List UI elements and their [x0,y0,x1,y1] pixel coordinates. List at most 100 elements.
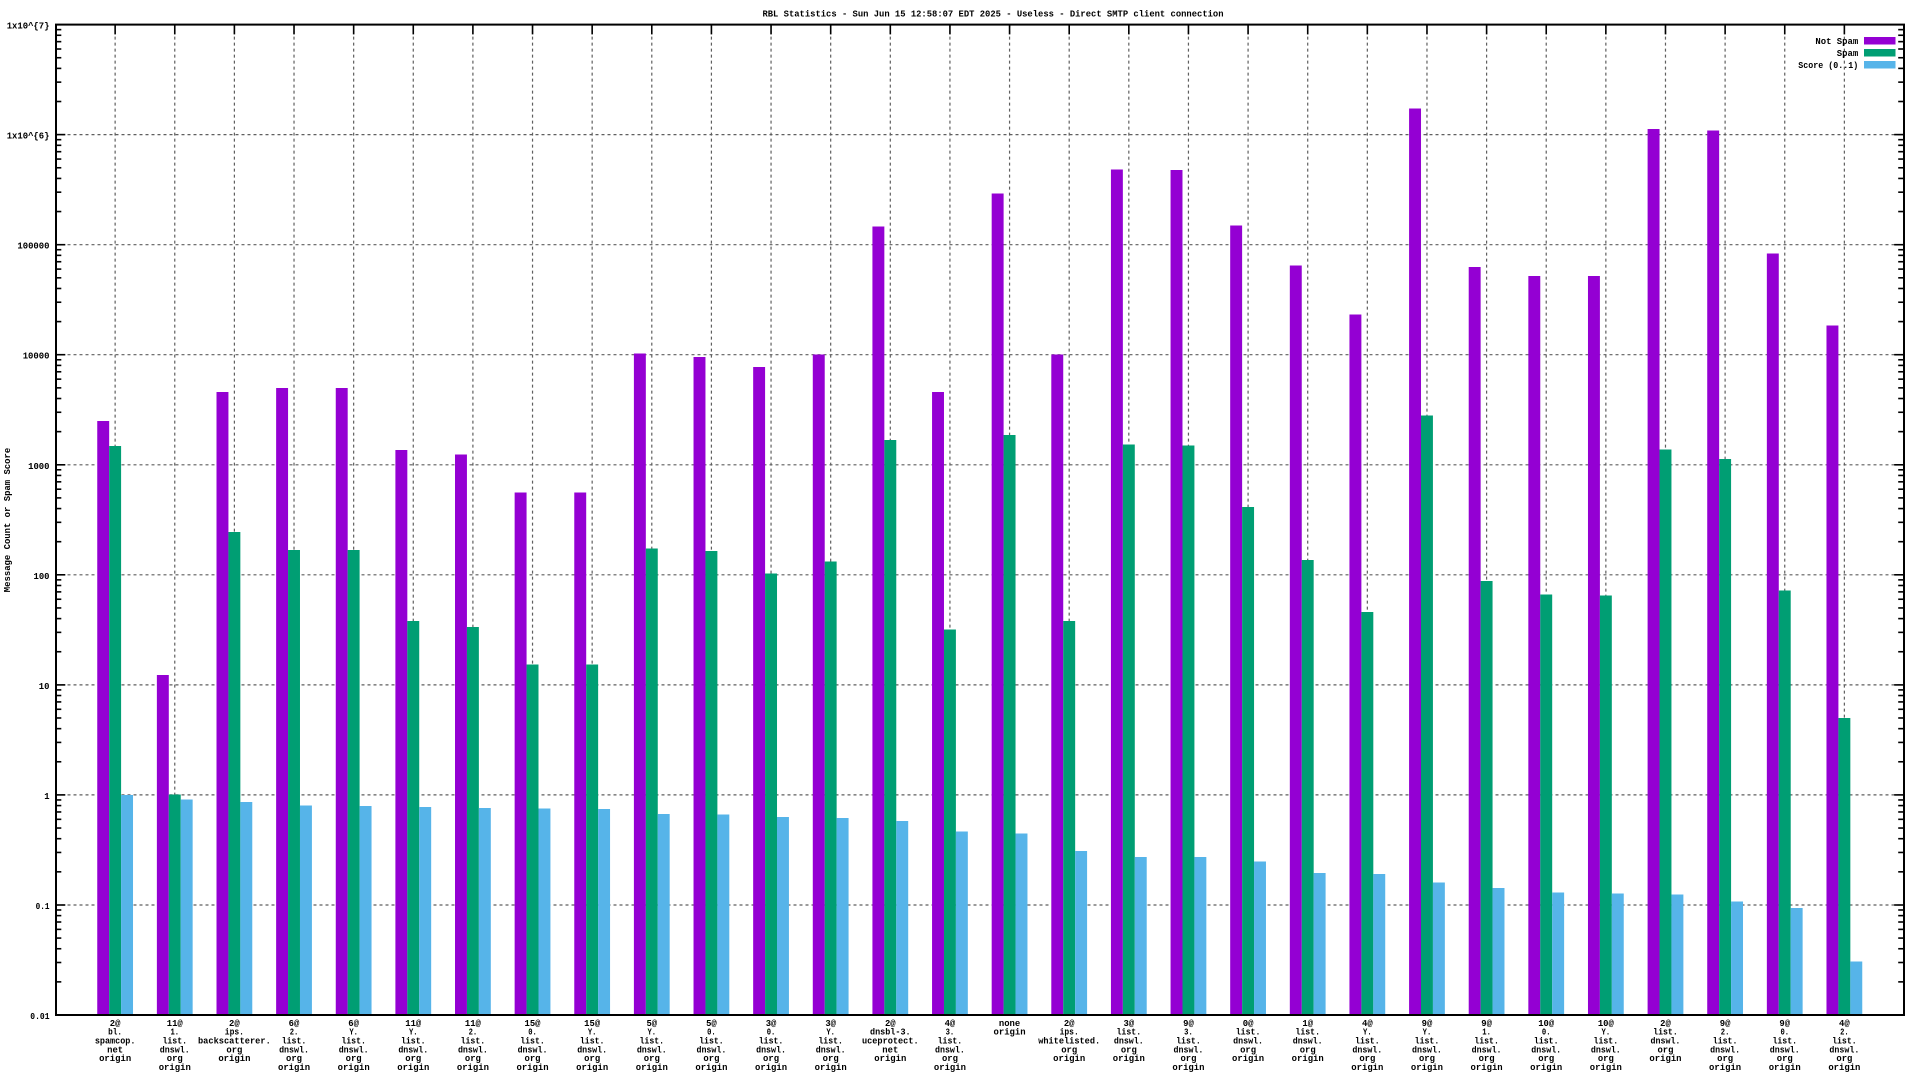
svg-text:10000: 10000 [23,351,50,362]
svg-text:Y.: Y. [1363,1027,1372,1038]
svg-text:org: org [465,1053,481,1064]
svg-text:15@: 15@ [584,1018,600,1029]
svg-text:5@: 5@ [646,1018,657,1029]
svg-text:list.: list. [341,1036,366,1047]
svg-text:list.: list. [1295,1027,1320,1038]
svg-text:org: org [1180,1053,1196,1064]
svg-text:list.: list. [1594,1036,1619,1047]
svg-text:org: org [1240,1044,1256,1055]
svg-text:Score (0..1): Score (0..1) [1798,60,1858,71]
svg-text:Y.: Y. [588,1027,597,1038]
svg-text:dnswl.: dnswl. [1710,1044,1740,1055]
svg-text:Y.: Y. [1602,1027,1611,1038]
svg-text:dnswl.: dnswl. [756,1044,786,1055]
svg-text:org: org [525,1053,541,1064]
svg-text:origin: origin [1828,1062,1860,1073]
svg-text:org: org [346,1053,362,1064]
svg-text:list.: list. [639,1036,664,1047]
svg-text:2.: 2. [290,1027,299,1038]
svg-text:origin: origin [397,1062,429,1073]
svg-text:list.: list. [1355,1036,1380,1047]
svg-text:origin: origin [1172,1062,1204,1073]
svg-text:list.: list. [1474,1036,1499,1047]
svg-text:origin: origin [159,1062,191,1073]
svg-text:0.: 0. [707,1027,716,1038]
svg-text:dnswl.: dnswl. [1352,1044,1382,1055]
svg-text:3.: 3. [1184,1027,1193,1038]
svg-text:list.: list. [1832,1036,1857,1047]
svg-text:origin: origin [576,1062,608,1073]
svg-text:list.: list. [699,1036,724,1047]
svg-text:0.: 0. [1542,1027,1551,1038]
svg-text:dnswl.: dnswl. [1233,1036,1263,1047]
svg-text:org: org [167,1053,183,1064]
svg-text:origin: origin [1292,1053,1324,1064]
svg-text:org: org [1479,1053,1495,1064]
svg-text:1: 1 [44,791,50,802]
svg-text:15@: 15@ [525,1018,541,1029]
svg-text:0.1: 0.1 [36,901,50,912]
svg-text:list.: list. [1772,1036,1797,1047]
svg-text:2.: 2. [1840,1027,1849,1038]
svg-text:1.: 1. [170,1027,179,1038]
svg-text:list.: list. [1236,1027,1261,1038]
svg-text:Y.: Y. [349,1027,358,1038]
svg-text:2.: 2. [1721,1027,1730,1038]
svg-text:dnswl.: dnswl. [1472,1044,1502,1055]
svg-text:dnswl.: dnswl. [1829,1044,1859,1055]
svg-text:0.01: 0.01 [30,1011,49,1022]
svg-text:org: org [763,1053,779,1064]
svg-text:list.: list. [520,1036,545,1047]
svg-text:org: org [703,1053,719,1064]
svg-text:dnswl.: dnswl. [1114,1036,1144,1047]
svg-text:10@: 10@ [1598,1018,1614,1029]
svg-text:dnswl.: dnswl. [577,1044,607,1055]
svg-text:origin: origin [338,1062,370,1073]
svg-text:origin: origin [755,1062,787,1073]
svg-text:dnsbl-3.: dnsbl-3. [870,1027,911,1038]
svg-text:list.: list. [580,1036,605,1047]
svg-text:dnswl.: dnswl. [458,1044,488,1055]
svg-text:Y.: Y. [409,1027,418,1038]
svg-text:dnswl.: dnswl. [279,1044,309,1055]
svg-text:org: org [405,1053,421,1064]
svg-text:list.: list. [759,1036,784,1047]
svg-text:list.: list. [1653,1027,1678,1038]
svg-text:9@: 9@ [1183,1018,1194,1029]
svg-text:org: org [1657,1044,1673,1055]
svg-text:dnswl.: dnswl. [1531,1044,1561,1055]
svg-text:11@: 11@ [465,1018,481,1029]
svg-text:3@: 3@ [766,1018,777,1029]
svg-text:org: org [1598,1053,1614,1064]
svg-text:2@: 2@ [1660,1018,1671,1029]
svg-text:origin: origin [99,1053,131,1064]
svg-text:org: org [1836,1053,1852,1064]
svg-text:org: org [584,1053,600,1064]
svg-text:4@: 4@ [945,1018,956,1029]
svg-text:origin: origin [1351,1062,1383,1073]
svg-text:2@: 2@ [110,1018,121,1029]
svg-text:origin: origin [457,1062,489,1073]
svg-text:net: net [107,1044,123,1055]
svg-text:origin: origin [1411,1062,1443,1073]
svg-text:0@: 0@ [1243,1018,1254,1029]
svg-text:6@: 6@ [289,1018,300,1029]
svg-text:1000: 1000 [28,461,50,472]
svg-text:Y.: Y. [1423,1027,1432,1038]
svg-text:backscatterer.: backscatterer. [198,1036,271,1047]
svg-text:origin: origin [874,1053,906,1064]
svg-text:2@: 2@ [885,1018,896,1029]
svg-text:org: org [1300,1044,1316,1055]
svg-text:org: org [1359,1053,1375,1064]
svg-text:11@: 11@ [167,1018,183,1029]
svg-text:11@: 11@ [405,1018,421,1029]
svg-text:10@: 10@ [1538,1018,1554,1029]
svg-text:org: org [823,1053,839,1064]
svg-text:list.: list. [1534,1036,1559,1047]
svg-text:dnswl.: dnswl. [1293,1036,1323,1047]
svg-text:origin: origin [1471,1062,1503,1073]
svg-text:1.: 1. [1482,1027,1491,1038]
svg-text:0.: 0. [1780,1027,1789,1038]
svg-text:list.: list. [282,1036,307,1047]
svg-text:org: org [644,1053,660,1064]
